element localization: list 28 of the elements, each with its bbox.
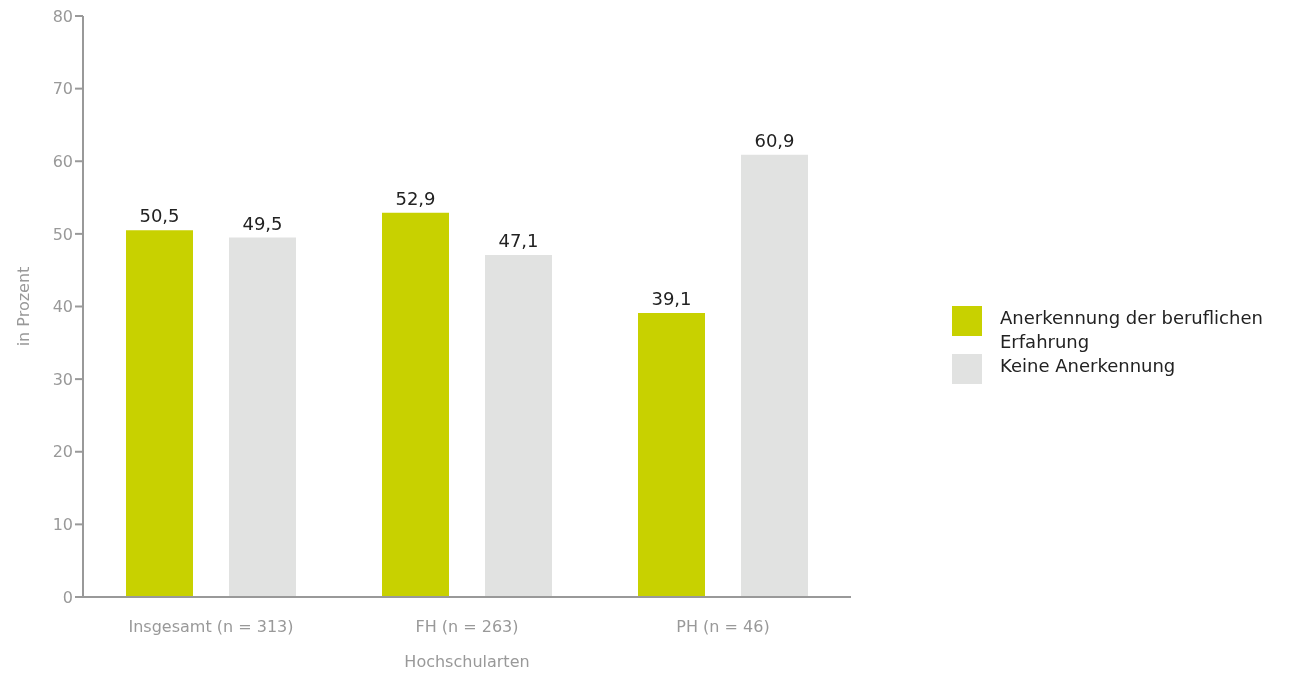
data-label: 47,1 — [498, 229, 539, 251]
bar — [126, 230, 193, 597]
x-tick-label: FH (n = 263) — [415, 617, 519, 637]
bar — [638, 313, 705, 597]
bar — [382, 212, 449, 597]
y-tick-label: 30 — [52, 369, 73, 389]
data-label: 39,1 — [651, 288, 692, 310]
legend-label: Keine Anerkennung — [1000, 354, 1177, 378]
y-tick-label: 40 — [52, 297, 73, 317]
data-label: 50,5 — [139, 205, 180, 227]
x-tick-label: Insgesamt (n = 313) — [128, 617, 294, 637]
data-label: 60,9 — [754, 129, 795, 151]
y-tick-label: 20 — [52, 442, 73, 462]
x-axis-title: Hochschularten — [404, 652, 530, 671]
data-label: 52,9 — [395, 187, 436, 209]
y-tick-label: 70 — [52, 79, 73, 99]
y-tick-label: 80 — [52, 6, 73, 26]
y-tick-label: 60 — [52, 151, 73, 171]
bar — [741, 154, 808, 597]
bar — [229, 237, 296, 597]
y-tick-label: 0 — [62, 587, 73, 607]
y-tick-label: 10 — [52, 515, 73, 535]
legend-label: Anerkennung der beruflichen Erfahrung — [1000, 306, 1264, 354]
y-axis-title: in Prozent — [13, 266, 33, 347]
bar — [485, 254, 552, 597]
y-tick-label: 50 — [52, 224, 73, 244]
data-label: 49,5 — [242, 212, 283, 234]
x-tick-label: PH (n = 46) — [676, 617, 770, 637]
